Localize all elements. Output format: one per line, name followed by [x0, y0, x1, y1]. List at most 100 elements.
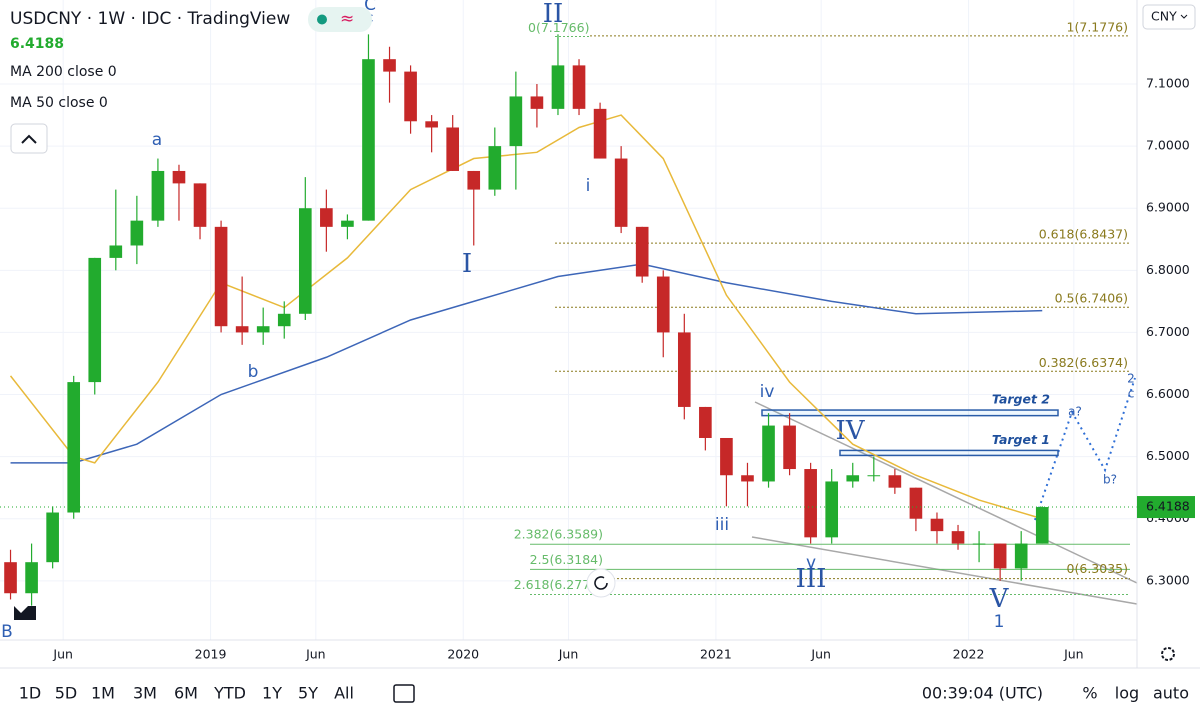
scale-option[interactable]: auto: [1153, 684, 1189, 703]
y-tick-label: 6.9000: [1146, 200, 1190, 215]
reset-circle[interactable]: [586, 568, 616, 598]
candle-body: [256, 326, 270, 333]
projection: [1034, 377, 1136, 521]
indicator-legend: MA 200 close 0: [10, 64, 117, 80]
candle-body: [530, 96, 544, 109]
wave-label: 2: [1127, 372, 1135, 386]
range-button[interactable]: 5D: [55, 684, 78, 703]
wave-label: B: [1, 622, 13, 642]
y-tick-label: 6.5000: [1146, 448, 1190, 463]
moving-average: [10, 263, 1043, 464]
y-tick-label: 6.3000: [1146, 572, 1190, 587]
candle-body: [972, 543, 986, 545]
candle-body: [109, 245, 123, 258]
candle-body: [88, 257, 102, 383]
wave-label: iv: [760, 382, 775, 402]
fib-label: 1(7.1776): [1067, 19, 1128, 34]
candle-body: [25, 562, 38, 594]
range-button[interactable]: 1Y: [262, 684, 282, 703]
fib-label: 0(7.1766): [528, 20, 589, 35]
wave-label: i: [586, 176, 591, 196]
y-tick-label: 6.6000: [1146, 386, 1190, 401]
range-button[interactable]: YTD: [213, 684, 246, 703]
currency-select[interactable]: CNY: [1142, 4, 1196, 30]
fib-label: 0.618(6.8437): [1039, 227, 1128, 242]
candle-body: [362, 59, 375, 221]
candle-body: [277, 313, 291, 327]
price-tag: [1137, 496, 1195, 519]
y-tick-label: 7.1000: [1146, 76, 1190, 91]
range-button[interactable]: 1D: [19, 684, 42, 703]
range-button[interactable]: 6M: [174, 684, 198, 703]
toolbar: 00:39:04 (UTC) 1D 5D 1M 3M 6M YTD 1Y 5Y All% log a…: [19, 684, 1189, 703]
wave-label: c: [1128, 387, 1135, 401]
reset-button[interactable]: [586, 568, 616, 598]
y-tick-label: 6.7000: [1146, 324, 1190, 339]
wave-label: v: [806, 553, 816, 573]
currency: CNY: [1151, 9, 1177, 24]
dropdown-icon: [1180, 14, 1188, 19]
range-button[interactable]: All: [334, 684, 354, 703]
candle-body: [930, 518, 944, 532]
x-tick-label: 2022: [953, 647, 985, 662]
marker: [14, 606, 36, 620]
x-tick-label: Jun: [305, 647, 326, 662]
wave-label: IV: [835, 416, 865, 446]
candle-body: [699, 406, 712, 438]
fib-label: 0.5(6.7406): [1055, 291, 1128, 306]
trendline: [751, 536, 1138, 605]
target-zone: [839, 449, 1059, 457]
candle-body: [551, 65, 565, 109]
range-button[interactable]: 3M: [133, 684, 157, 703]
candle-body: [488, 146, 502, 190]
candle-body: [593, 108, 607, 159]
wave-label: V: [989, 584, 1010, 614]
fib-label: 2.618(6.2779): [514, 577, 603, 592]
wave-label: b: [248, 362, 259, 382]
candle-body: [867, 475, 881, 477]
candle-body: [425, 121, 438, 128]
candle-body: [572, 65, 586, 109]
settings-icon[interactable]: [1161, 647, 1175, 661]
x-tick-label: 2021: [700, 647, 732, 662]
range-button[interactable]: 1M: [91, 684, 115, 703]
compare-icon[interactable]: [393, 684, 415, 703]
candle-body: [509, 96, 523, 147]
target-zone: [761, 409, 1059, 417]
fib-label: 2.382(6.3589): [514, 527, 603, 542]
collapse-icon: [21, 134, 37, 144]
indicator-legend: MA 50 close 0: [10, 95, 108, 111]
scale-option[interactable]: log: [1115, 684, 1139, 703]
status-icon: ≈: [340, 9, 354, 29]
candle-body: [677, 332, 691, 407]
moving-average: [9, 114, 1043, 520]
range-button[interactable]: 5Y: [298, 684, 318, 703]
candle-body: [888, 475, 902, 488]
candle-body: [446, 127, 460, 171]
x-tick-label: 2019: [195, 647, 227, 662]
y-tick-label: 6.8000: [1146, 262, 1190, 277]
trendline: [754, 401, 1138, 584]
status-pill[interactable]: [308, 7, 372, 32]
wave-label: iii: [715, 515, 729, 535]
settings[interactable]: [1161, 647, 1175, 661]
scale-option[interactable]: %: [1082, 684, 1097, 703]
fib-label: 0(6.3035): [1067, 561, 1128, 576]
candle-body: [825, 481, 839, 538]
candle-body: [1014, 543, 1028, 569]
candle-body: [46, 512, 59, 563]
y-tick-label: 7.0000: [1146, 138, 1190, 153]
candle-body: [741, 475, 754, 482]
candle-body: [656, 276, 670, 333]
target-label: Target 2: [992, 392, 1050, 407]
candle-body: [762, 425, 775, 482]
candle-body: [909, 487, 923, 519]
drawings: 0(7.1766) 1(7.1776) 0.618(6.8437) 0.5(6.740…: [1, 0, 1138, 642]
candle-body: [846, 475, 860, 482]
x-tick-label: 2020: [447, 647, 479, 662]
status-dot: [317, 14, 327, 25]
currency-box[interactable]: [1142, 4, 1196, 30]
wave-label: C: [364, 0, 376, 15]
collapse-button[interactable]: [10, 123, 48, 154]
